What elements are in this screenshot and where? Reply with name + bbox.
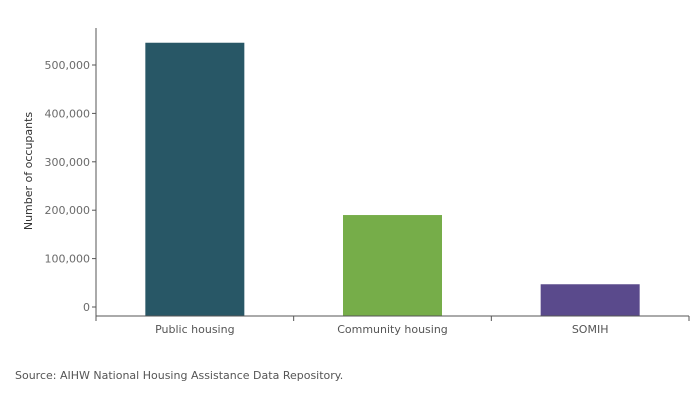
x-category-label: SOMIH [572,323,609,336]
y-tick-label: 300,000 [45,156,91,169]
source-note: Source: AIHW National Housing Assistance… [15,369,344,382]
y-tick-label: 100,000 [45,253,91,266]
bars [145,42,640,317]
bar-public-housing [145,42,245,317]
y-axis-title: Number of occupants [22,112,35,231]
x-axis: Public housing Community housing SOMIH [95,315,690,336]
x-category-label: Public housing [155,323,234,336]
y-tick-label: 0 [83,301,90,314]
y-axis: 0 100,000 200,000 300,000 400,000 500,000 [45,28,97,316]
y-tick-label: 500,000 [45,59,91,72]
bar-community-housing [343,215,442,316]
y-tick-label: 200,000 [45,204,91,217]
bar-somih [540,284,640,316]
y-tick-label: 400,000 [45,107,91,120]
x-category-label: Community housing [337,323,448,336]
